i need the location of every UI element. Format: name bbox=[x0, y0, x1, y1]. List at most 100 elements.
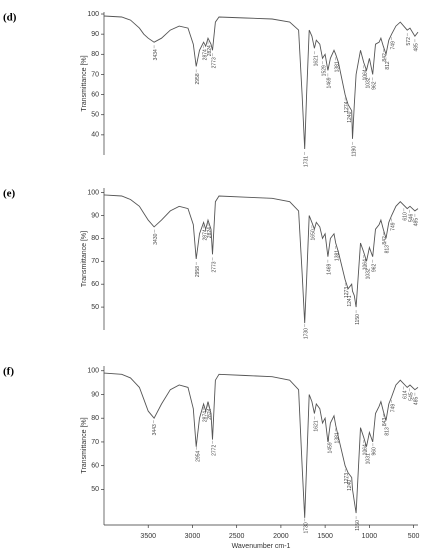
panel-label: (f) bbox=[3, 366, 14, 378]
peak-label: 1381 bbox=[334, 61, 340, 72]
peak-label: 1064 bbox=[363, 444, 369, 455]
y-tick-label: 80 bbox=[91, 51, 99, 58]
y-axis-label: Transmittance [%] bbox=[81, 417, 88, 473]
peak-label: 1731 bbox=[304, 156, 310, 167]
x-tick-label: 3500 bbox=[140, 533, 156, 540]
peak-label: 1032 bbox=[365, 268, 371, 279]
peak-label: 1730 bbox=[304, 328, 310, 339]
peak-label: 2772 bbox=[211, 445, 217, 456]
spectrum-line bbox=[103, 372, 419, 518]
x-tick-label: 1500 bbox=[317, 533, 333, 540]
peak-label: 485 bbox=[414, 397, 420, 406]
peak-label: 960 bbox=[372, 447, 378, 456]
peak-label: 1274 bbox=[344, 101, 350, 112]
peak-label: 546 bbox=[408, 214, 414, 223]
peak-label: 1032 bbox=[365, 77, 371, 88]
peak-label: 1273 bbox=[344, 473, 350, 484]
peak-label: 1273 bbox=[344, 287, 350, 298]
peak-label: 614 bbox=[402, 390, 408, 399]
peak-label: 2958 bbox=[195, 266, 201, 277]
peak-label: 3430 bbox=[153, 233, 159, 244]
peak-label: 1730 bbox=[304, 522, 310, 533]
peak-label: 1621 bbox=[313, 420, 319, 431]
y-tick-label: 100 bbox=[87, 189, 99, 196]
peak-label: 1381 bbox=[334, 432, 340, 443]
x-tick-label: 2500 bbox=[229, 533, 245, 540]
y-tick-label: 60 bbox=[91, 281, 99, 288]
y-tick-label: 80 bbox=[91, 415, 99, 422]
peak-label: 1381 bbox=[334, 250, 340, 261]
panel-label: (e) bbox=[3, 188, 16, 200]
peak-label: 843 bbox=[382, 418, 388, 427]
peak-label: 2874 bbox=[202, 411, 208, 422]
peak-label: 1240 bbox=[347, 480, 353, 491]
peak-label: 2824 bbox=[207, 45, 213, 56]
y-tick-label: 70 bbox=[91, 71, 99, 78]
x-tick-label: 2000 bbox=[273, 533, 289, 540]
panel-label: (d) bbox=[3, 12, 17, 24]
peak-label: 749 bbox=[390, 404, 396, 413]
peak-label: 1031 bbox=[365, 453, 371, 464]
peak-label: 2773 bbox=[211, 261, 217, 272]
peak-label: 1650 bbox=[311, 229, 317, 240]
peak-label: 842 bbox=[382, 53, 388, 62]
peak-label: 749 bbox=[390, 41, 396, 50]
peak-label: 2824 bbox=[207, 408, 213, 419]
y-tick-label: 100 bbox=[87, 368, 99, 375]
y-tick-label: 50 bbox=[91, 112, 99, 119]
x-tick-label: 1000 bbox=[362, 533, 378, 540]
peak-label: 2874 bbox=[202, 49, 208, 60]
peak-label: 1241 bbox=[347, 295, 353, 306]
peak-label: 1621 bbox=[313, 55, 319, 66]
peak-label: 1459 bbox=[328, 442, 334, 453]
peak-label: 1469 bbox=[327, 77, 333, 88]
peak-label: 2773 bbox=[211, 57, 217, 68]
y-axis-label: Transmittance [%] bbox=[81, 55, 88, 111]
peak-label: 2958 bbox=[195, 73, 201, 84]
y-tick-label: 80 bbox=[91, 235, 99, 242]
y-tick-label: 70 bbox=[91, 439, 99, 446]
peak-label: 813 bbox=[385, 427, 391, 436]
y-tick-label: 60 bbox=[91, 91, 99, 98]
y-tick-label: 40 bbox=[91, 132, 99, 139]
peak-label: 3434 bbox=[153, 49, 159, 60]
peak-label: 485 bbox=[414, 218, 420, 227]
peak-label: 1064 bbox=[363, 259, 369, 270]
spectrum-line bbox=[103, 15, 419, 150]
peak-label: 1150 bbox=[355, 314, 361, 325]
y-axis-label: Transmittance [%] bbox=[81, 231, 88, 287]
peak-label: 1469 bbox=[327, 263, 333, 274]
x-tick-label: 3000 bbox=[185, 533, 201, 540]
peak-label: 749 bbox=[390, 222, 396, 231]
y-tick-label: 100 bbox=[87, 11, 99, 18]
x-axis-label: Wavenumber cm-1 bbox=[232, 543, 291, 550]
peak-label: 1190 bbox=[351, 146, 357, 157]
peak-label: 1240 bbox=[347, 111, 353, 122]
peak-label: 572 bbox=[406, 37, 412, 46]
peak-label: 3443 bbox=[152, 424, 158, 435]
y-tick-label: 90 bbox=[91, 31, 99, 38]
peak-label: 813 bbox=[385, 245, 391, 254]
peak-label: 485 bbox=[414, 43, 420, 52]
peak-label: 962 bbox=[372, 81, 378, 90]
x-tick-label: 500 bbox=[408, 533, 420, 540]
peak-label: 2874 bbox=[202, 229, 208, 240]
y-tick-label: 50 bbox=[91, 486, 99, 493]
peak-label: 1529 bbox=[321, 65, 327, 76]
spectrum-line bbox=[103, 194, 419, 324]
peak-label: 1064 bbox=[363, 69, 369, 80]
y-tick-label: 70 bbox=[91, 258, 99, 265]
peak-label: 962 bbox=[372, 263, 378, 272]
peak-label: 2954 bbox=[195, 450, 201, 461]
y-tick-label: 90 bbox=[91, 212, 99, 219]
peak-label: 610 bbox=[403, 212, 409, 221]
y-tick-label: 90 bbox=[91, 391, 99, 398]
peak-label: 545 bbox=[408, 392, 414, 401]
peak-label: 812 bbox=[385, 61, 391, 70]
peak-label: 2824 bbox=[207, 227, 213, 238]
y-tick-label: 60 bbox=[91, 463, 99, 470]
peak-label: 842 bbox=[382, 236, 388, 245]
y-tick-label: 50 bbox=[91, 304, 99, 311]
peak-label: 1150 bbox=[355, 520, 361, 531]
